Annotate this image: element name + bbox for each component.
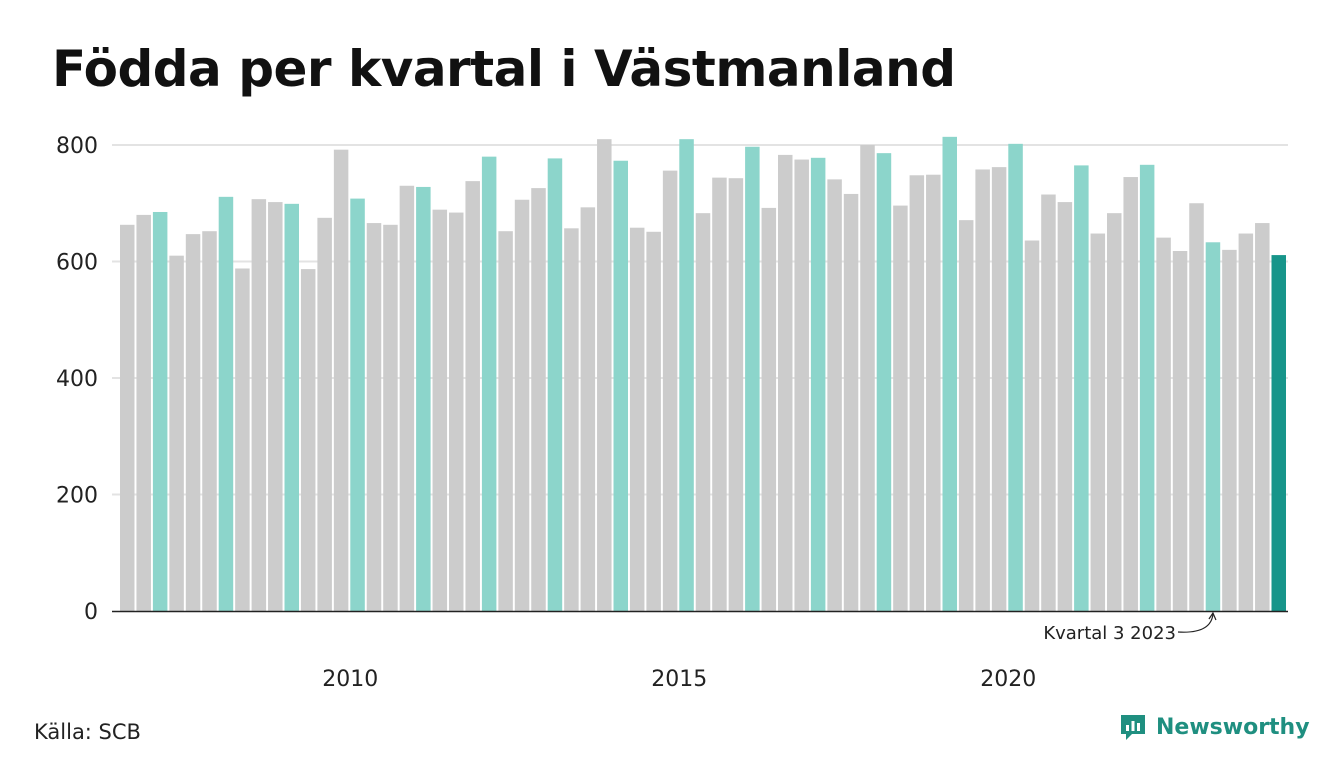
- brand-logo: Newsworthy: [1118, 712, 1310, 742]
- bar: [1271, 255, 1286, 611]
- brand-name: Newsworthy: [1156, 714, 1310, 740]
- annotation-arrow: [1177, 613, 1214, 633]
- bar: [629, 227, 645, 611]
- bar: [284, 203, 299, 611]
- bar: [1139, 164, 1155, 611]
- source-label: Källa: SCB: [34, 720, 141, 744]
- bar: [794, 159, 809, 611]
- bar: [481, 156, 497, 611]
- annotation: Kvartal 3 2023: [1043, 611, 1217, 644]
- bar: [975, 169, 990, 611]
- bar: [152, 211, 168, 612]
- bar: [514, 199, 530, 611]
- bar: [876, 153, 892, 611]
- bar: [202, 231, 217, 611]
- bar: [1107, 213, 1122, 611]
- bar: [958, 220, 974, 611]
- bar: [1074, 165, 1089, 611]
- bar: [893, 205, 908, 611]
- bar: [662, 170, 678, 611]
- bar: [498, 231, 513, 611]
- bar: [1172, 251, 1188, 611]
- bar: [1041, 194, 1056, 611]
- bar: [1090, 233, 1106, 612]
- bar: [169, 255, 184, 611]
- bar: [1156, 237, 1171, 611]
- x-tick-label: 2010: [322, 667, 378, 692]
- bar: [695, 213, 711, 611]
- bar: [827, 179, 842, 611]
- y-tick-label: 800: [56, 134, 98, 159]
- bar: [1205, 242, 1221, 611]
- bar: [597, 139, 612, 611]
- y-tick-label: 400: [56, 367, 98, 392]
- bar: [1238, 233, 1254, 612]
- bar: [761, 207, 777, 611]
- bar: [991, 167, 1007, 611]
- bar: [942, 136, 957, 611]
- y-tick-label: 200: [56, 484, 98, 509]
- bar: [564, 228, 579, 612]
- bar: [745, 146, 760, 611]
- bar: [366, 223, 382, 611]
- bar: [317, 217, 332, 611]
- y-tick-labels: 0 200 400 600 800: [56, 134, 98, 625]
- bar: [268, 202, 283, 611]
- bar: [1189, 203, 1204, 611]
- bar: [646, 231, 661, 612]
- bar: [679, 139, 694, 611]
- bar: [909, 175, 925, 612]
- bar: [926, 174, 941, 611]
- bar: [1123, 177, 1138, 612]
- bar: [1222, 249, 1237, 611]
- bar: [860, 145, 875, 611]
- bar: [613, 160, 628, 612]
- bar: [531, 188, 546, 611]
- newsworthy-logo-icon: [1121, 715, 1145, 740]
- bar: [1255, 223, 1270, 611]
- bar: [465, 181, 480, 611]
- annotation-label: Kvartal 3 2023: [1043, 623, 1176, 644]
- bar: [350, 198, 365, 611]
- bar: [300, 269, 316, 611]
- bars: [120, 136, 1286, 612]
- bar: [383, 224, 398, 612]
- bar: [449, 212, 464, 611]
- x-tick-label: 2015: [651, 667, 707, 692]
- bar: [399, 185, 415, 611]
- annotation-arrowhead: [1208, 611, 1217, 621]
- x-tick-labels: 2010 2015 2020: [322, 667, 1036, 692]
- bar: [432, 209, 448, 611]
- bar: [1024, 240, 1040, 611]
- y-tick-label: 600: [56, 251, 98, 276]
- bar: [416, 186, 431, 611]
- bar: [333, 149, 349, 611]
- bar: [810, 157, 826, 611]
- bar: [1057, 202, 1073, 611]
- bar: [843, 193, 859, 611]
- bar: [218, 196, 234, 611]
- x-tick-label: 2020: [980, 667, 1036, 692]
- bar: [136, 214, 151, 611]
- bar: [778, 154, 793, 611]
- chart-title: Födda per kvartal i Västmanland: [52, 40, 956, 98]
- y-tick-label: 0: [84, 600, 98, 625]
- bar: [185, 234, 201, 611]
- bar: [235, 268, 250, 611]
- bar: [712, 177, 727, 611]
- bar: [728, 178, 744, 611]
- bar: [1008, 143, 1023, 611]
- bar: [547, 158, 563, 611]
- bar: [120, 224, 135, 612]
- bar: [251, 199, 267, 612]
- bar: [580, 207, 596, 611]
